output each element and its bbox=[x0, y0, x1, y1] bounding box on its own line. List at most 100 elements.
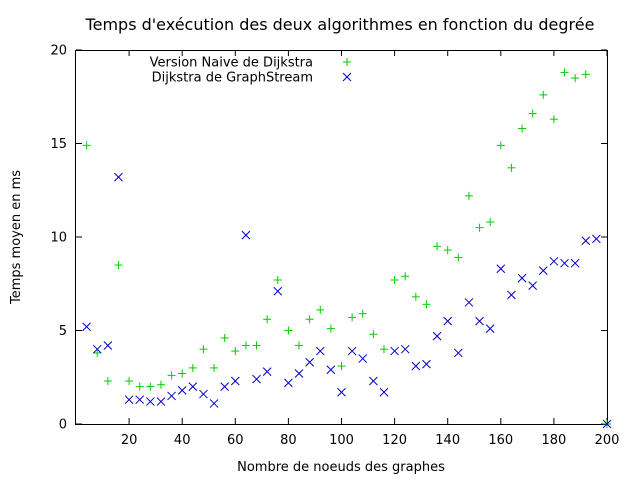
series-1-point bbox=[82, 141, 91, 150]
series-1-point bbox=[369, 330, 378, 339]
series-2-point bbox=[507, 290, 516, 300]
series-2-point-d2 bbox=[273, 286, 283, 296]
series-2-point-d2 bbox=[167, 391, 176, 401]
series-2-point-d2 bbox=[560, 258, 569, 268]
series-1-point bbox=[337, 362, 346, 371]
series-1-point bbox=[93, 348, 102, 357]
series-1-point bbox=[156, 380, 165, 389]
series-2-point bbox=[220, 382, 230, 391]
series-2-point bbox=[188, 382, 198, 391]
series-2-point bbox=[443, 316, 453, 326]
series-1-point bbox=[518, 124, 527, 133]
x-tick-label: 200 bbox=[595, 433, 620, 448]
series-1-point bbox=[443, 246, 452, 255]
series-1 bbox=[82, 68, 611, 428]
series-2-point-d2 bbox=[199, 389, 208, 399]
series-1-point bbox=[379, 345, 388, 354]
series-2-point bbox=[390, 346, 399, 356]
series-2-point-d2 bbox=[305, 357, 314, 367]
series-2-point bbox=[379, 387, 389, 397]
series-2-point-d2 bbox=[464, 298, 474, 307]
series-1-point bbox=[475, 223, 484, 232]
series-1-point bbox=[326, 324, 335, 333]
series-1-point bbox=[507, 163, 516, 172]
series-2-point-d2 bbox=[379, 387, 389, 397]
series-2-point-d2 bbox=[188, 382, 198, 391]
series-2-point-d2 bbox=[432, 331, 442, 341]
y-tick-label: 15 bbox=[50, 137, 67, 152]
x-tick-label: 140 bbox=[435, 433, 460, 448]
series-2-point bbox=[103, 341, 113, 350]
series-2-point bbox=[496, 264, 506, 274]
y-tick-label: 20 bbox=[50, 44, 67, 59]
series-2-point bbox=[114, 172, 123, 182]
series-2-point bbox=[432, 331, 442, 341]
legend-marker bbox=[343, 58, 351, 66]
series-1-point bbox=[454, 253, 463, 262]
series-2-point bbox=[82, 322, 91, 332]
series-1-point bbox=[539, 90, 548, 99]
series-1-point bbox=[411, 292, 420, 301]
series-1-point bbox=[178, 369, 187, 378]
legend-marker bbox=[342, 72, 352, 82]
series-1-point bbox=[496, 141, 505, 150]
series-2-point-d2 bbox=[443, 316, 453, 326]
series-2-point bbox=[252, 374, 261, 384]
x-tick-label: 80 bbox=[280, 433, 297, 448]
x-tick-label: 60 bbox=[227, 433, 244, 448]
y-tick-label: 5 bbox=[59, 324, 67, 339]
legend-marker-d2 bbox=[342, 72, 352, 82]
series-2-point bbox=[592, 234, 601, 244]
series-2-point-d2 bbox=[369, 376, 378, 386]
series-2-point bbox=[241, 230, 251, 240]
series-2-point-d2 bbox=[177, 385, 187, 395]
x-tick-label: 40 bbox=[174, 433, 191, 448]
series-1-point bbox=[103, 376, 112, 385]
series-2-point-d2 bbox=[581, 236, 591, 246]
series-1-point bbox=[305, 315, 314, 324]
series-2-point bbox=[209, 399, 219, 408]
series-2-point-d2 bbox=[485, 324, 495, 333]
x-axis-label: Nombre de noeuds des graphes bbox=[237, 460, 445, 475]
series-2 bbox=[82, 172, 612, 429]
series-2-point bbox=[230, 376, 240, 386]
series-2-point bbox=[167, 391, 176, 401]
series-1-point bbox=[252, 341, 261, 350]
series-2-point bbox=[560, 258, 569, 268]
series-2-point-d2 bbox=[602, 419, 612, 429]
series-1-point bbox=[284, 326, 293, 335]
series-2-point-d2 bbox=[156, 397, 166, 406]
series-2-point bbox=[400, 344, 410, 354]
series-2-point-d2 bbox=[496, 264, 506, 274]
series-2-point-d2 bbox=[422, 359, 431, 369]
y-axis-label: Temps moyen en ms bbox=[9, 170, 24, 305]
series-2-point bbox=[199, 389, 208, 399]
series-2-point-d2 bbox=[507, 290, 516, 300]
series-1-point bbox=[167, 371, 176, 380]
series-2-point-d2 bbox=[103, 341, 113, 350]
series-2-point bbox=[475, 316, 484, 326]
y-tick-label: 0 bbox=[59, 418, 67, 433]
series-2-point bbox=[464, 298, 474, 307]
series-2-point-d2 bbox=[241, 230, 251, 240]
series-1-point bbox=[571, 74, 580, 83]
series-2-point-d2 bbox=[592, 234, 601, 244]
series-2-point bbox=[273, 286, 283, 296]
series-2-point bbox=[315, 346, 325, 356]
series-2-point bbox=[326, 365, 336, 375]
series-2-point-d2 bbox=[528, 281, 538, 290]
y-tick-label: 10 bbox=[50, 231, 67, 246]
series-2-point-d2 bbox=[220, 382, 230, 391]
series-1-point bbox=[464, 191, 473, 200]
series-2-point bbox=[422, 359, 431, 369]
series-1-point bbox=[486, 218, 495, 227]
series-1-point bbox=[581, 70, 590, 79]
series-2-point bbox=[453, 348, 463, 358]
series-2-point bbox=[485, 324, 495, 333]
series-1-point bbox=[316, 305, 325, 314]
series-1-point bbox=[273, 276, 282, 285]
series-2-point bbox=[411, 361, 421, 371]
series-1-point bbox=[199, 345, 208, 354]
series-1-point bbox=[295, 341, 304, 350]
